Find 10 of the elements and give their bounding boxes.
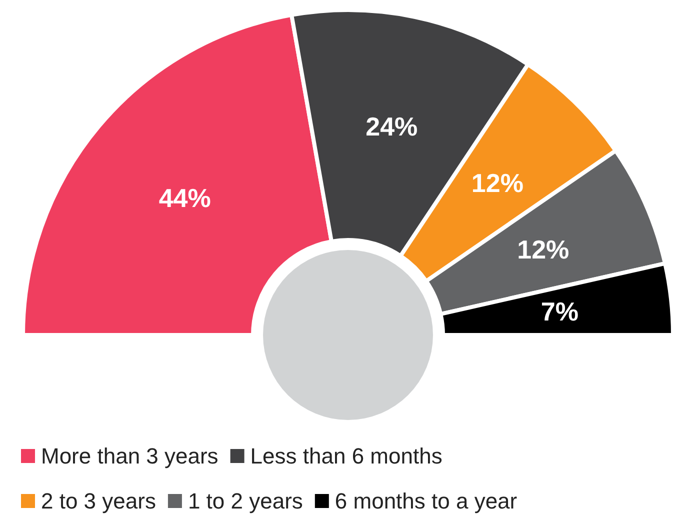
legend-label: Less than 6 months xyxy=(250,444,442,468)
legend-label: 6 months to a year xyxy=(334,488,518,514)
data-label: 7% xyxy=(540,296,578,326)
data-label: 24% xyxy=(366,112,418,142)
data-label: 12% xyxy=(471,168,524,198)
legend-label: 2 to 3 years xyxy=(41,488,156,514)
data-label: 44% xyxy=(158,183,211,214)
legend-label: 1 to 2 years xyxy=(188,488,303,514)
legend-label: More than 3 years xyxy=(41,444,218,468)
data-label: 12% xyxy=(517,234,570,265)
